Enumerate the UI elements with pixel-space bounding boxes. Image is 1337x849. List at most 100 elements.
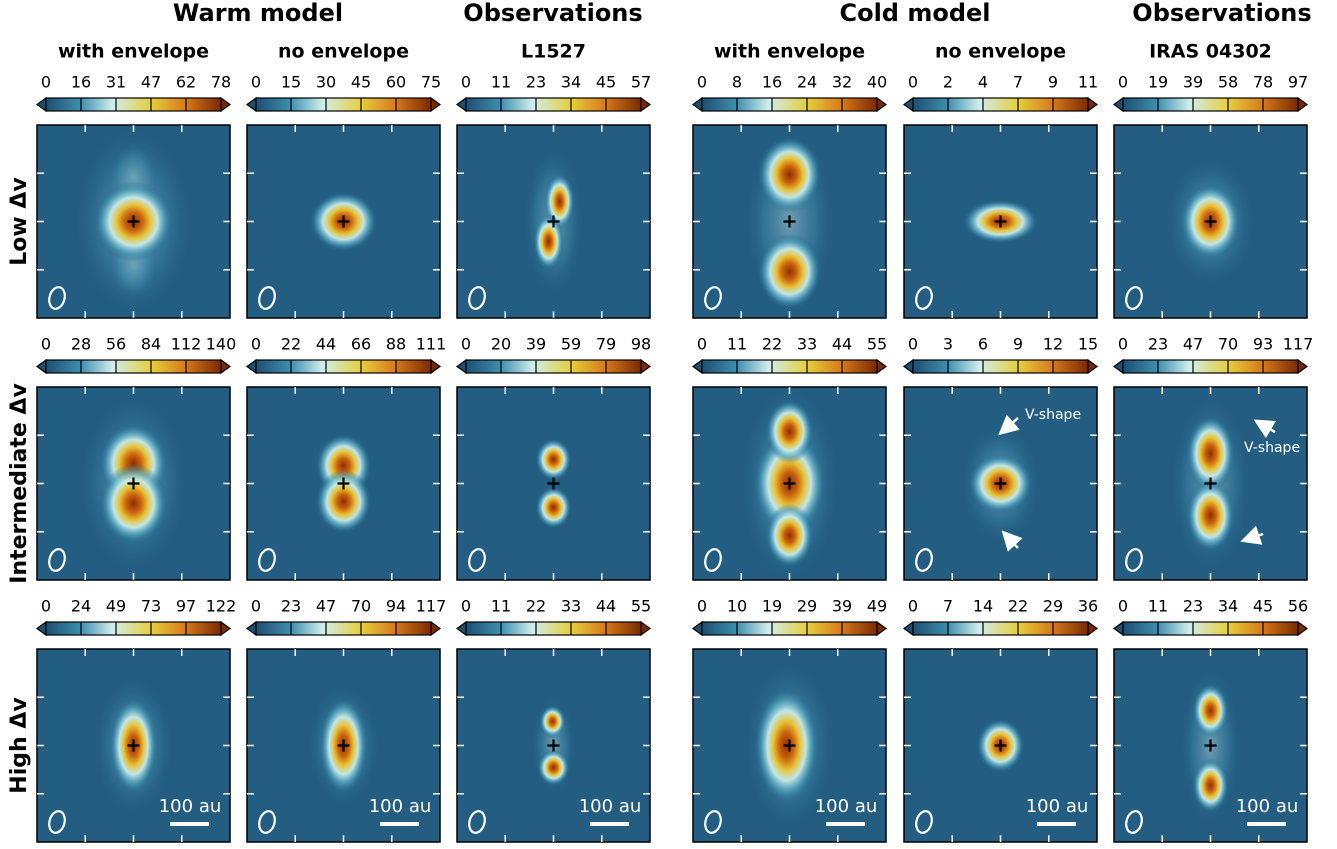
colorbar-tick-label: 9	[1013, 335, 1023, 354]
colorbar-tick-label: 44	[596, 597, 616, 616]
colorbar-tick-label: 70	[1218, 335, 1238, 354]
emission	[535, 438, 572, 481]
colorbar-tick-label: 29	[1043, 597, 1063, 616]
row-label: Low Δv	[7, 177, 32, 266]
colorbar-end	[1297, 96, 1309, 113]
center-cross	[1204, 215, 1217, 228]
beam	[704, 286, 722, 310]
colorbar-tick-label: 19	[1148, 73, 1168, 92]
colorbar-tick-label: 0	[41, 73, 51, 92]
colorbar-tick-label: 58	[1218, 73, 1238, 92]
colorbar-tick-label: 39	[526, 335, 546, 354]
colorbar	[45, 97, 222, 112]
colorbar-tick-label: 47	[1183, 335, 1203, 354]
colorbar-tick-label: 47	[141, 73, 161, 92]
colorbar-tick-label: 24	[797, 73, 817, 92]
colorbar-end	[1112, 96, 1124, 113]
colorbar	[701, 97, 878, 112]
center-cross	[783, 739, 796, 752]
colorbar-tick-label: 112	[171, 335, 202, 354]
colorbar-tick-label: 97	[1288, 73, 1308, 92]
column-title: with envelope	[58, 41, 209, 63]
colorbar	[1122, 359, 1299, 374]
colorbar-tick-label: 0	[251, 73, 261, 92]
colorbar-tick-label: 97	[176, 597, 196, 616]
colorbar-end	[430, 620, 442, 637]
colorbar-tick-label: 12	[1043, 335, 1063, 354]
beam	[258, 548, 276, 572]
colorbar-end	[430, 96, 442, 113]
colorbar-end	[220, 96, 232, 113]
colorbar-tick-label: 57	[631, 73, 651, 92]
colorbar-end	[902, 358, 914, 375]
colorbar-tick-label: 60	[386, 73, 406, 92]
colorbar-tick-label: 0	[251, 335, 261, 354]
annotation: V-shape	[1244, 440, 1300, 456]
colorbar-tick-label: 7	[1013, 73, 1023, 92]
colorbar-tick-label: 11	[491, 73, 511, 92]
colorbar	[912, 359, 1089, 374]
colorbar-tick-label: 0	[908, 335, 918, 354]
colorbar-tick-label: 45	[1253, 597, 1273, 616]
colorbar-tick-label: 36	[1078, 597, 1098, 616]
colorbar-tick-label: 94	[386, 597, 406, 616]
colorbar-tick-label: 10	[727, 597, 747, 616]
colorbar-end	[1112, 620, 1124, 637]
colorbar-tick-label: 40	[867, 73, 887, 92]
row-label: Intermediate Δv	[7, 383, 32, 584]
colorbar	[255, 621, 432, 636]
colorbar-end	[35, 358, 47, 375]
row-label: High Δv	[7, 697, 32, 794]
colorbar-end	[640, 620, 652, 637]
colorbar-tick-label: 84	[141, 335, 161, 354]
colorbar-end	[455, 358, 467, 375]
colorbar	[465, 621, 642, 636]
colorbar-tick-label: 33	[797, 335, 817, 354]
colorbar-tick-label: 20	[491, 335, 511, 354]
colorbar-end	[220, 620, 232, 637]
colorbar-tick-label: 117	[1283, 335, 1314, 354]
beam	[468, 548, 486, 572]
center-cross	[1204, 477, 1217, 490]
center-cross	[547, 739, 560, 752]
colorbar-tick-label: 22	[526, 597, 546, 616]
colorbar-tick-label: 2	[943, 73, 953, 92]
colorbar-end	[430, 358, 442, 375]
colorbar-tick-label: 23	[1148, 335, 1168, 354]
center-cross	[127, 477, 140, 490]
colorbar-tick-label: 111	[416, 335, 447, 354]
colorbar-tick-label: 11	[491, 597, 511, 616]
colorbar-tick-label: 23	[1183, 597, 1203, 616]
colorbar-end	[35, 96, 47, 113]
beam	[915, 286, 933, 310]
colorbar-tick-label: 32	[832, 73, 852, 92]
colorbar-tick-label: 11	[1148, 597, 1168, 616]
emission	[1192, 683, 1229, 738]
center-cross	[547, 215, 560, 228]
colorbar-tick-label: 28	[71, 335, 91, 354]
arrow	[1001, 530, 1023, 552]
colorbar	[701, 359, 878, 374]
colorbar-tick-label: 56	[106, 335, 126, 354]
scale-bar-label: 100 au	[1236, 796, 1299, 817]
center-cross	[783, 215, 796, 228]
colorbar-tick-label: 15	[281, 73, 301, 92]
colorbar-tick-label: 117	[416, 597, 447, 616]
colorbar-end	[245, 620, 257, 637]
scale-bar-label: 100 au	[815, 796, 878, 817]
colorbar-tick-label: 23	[526, 73, 546, 92]
beam	[915, 810, 933, 834]
colorbar-tick-label: 93	[1253, 335, 1273, 354]
colorbar-end	[220, 358, 232, 375]
arrow	[998, 414, 1020, 436]
group-title: Warm model	[173, 0, 343, 27]
center-cross	[337, 477, 350, 490]
colorbar-end	[1087, 620, 1099, 637]
colorbar-tick-label: 22	[281, 335, 301, 354]
colorbar-end	[1087, 96, 1099, 113]
center-cross	[1204, 739, 1217, 752]
colorbar-tick-label: 62	[176, 73, 196, 92]
colorbar	[255, 97, 432, 112]
colorbar-end	[876, 620, 888, 637]
